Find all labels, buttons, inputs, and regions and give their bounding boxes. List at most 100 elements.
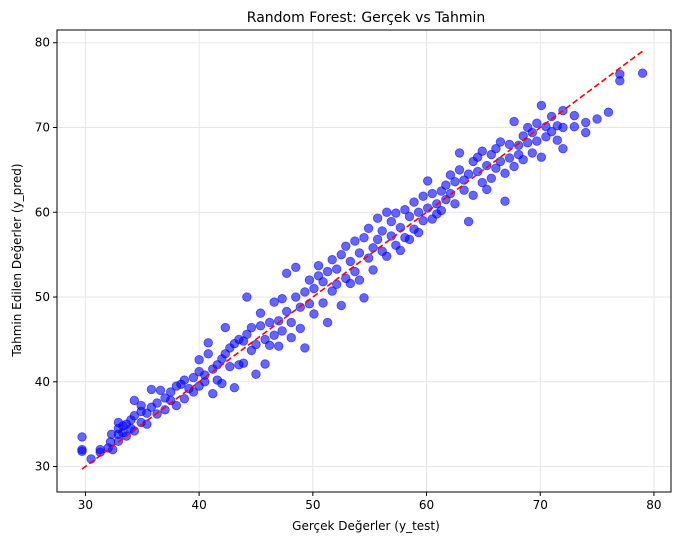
y-tick-label: 30 xyxy=(35,460,50,474)
y-tick-label: 60 xyxy=(35,205,50,219)
data-point xyxy=(327,286,337,296)
data-point xyxy=(500,168,510,178)
data-point xyxy=(146,384,157,395)
data-point xyxy=(188,372,199,383)
data-point xyxy=(395,245,406,256)
data-point xyxy=(368,243,378,253)
data-point xyxy=(482,184,492,195)
data-point xyxy=(269,330,279,340)
data-point xyxy=(77,432,87,442)
data-point xyxy=(569,110,580,121)
data-point xyxy=(129,395,140,406)
data-point xyxy=(255,321,266,331)
data-point xyxy=(377,226,387,236)
data-point xyxy=(523,138,533,148)
data-point xyxy=(409,197,419,207)
data-point xyxy=(95,444,105,455)
data-point xyxy=(436,205,447,216)
data-point xyxy=(251,369,261,379)
data-point xyxy=(454,148,465,158)
data-point xyxy=(603,107,614,117)
data-point xyxy=(136,400,146,411)
data-point xyxy=(179,375,190,385)
data-point xyxy=(194,355,204,365)
data-point xyxy=(509,116,519,127)
data-point xyxy=(309,283,319,294)
data-point xyxy=(404,211,415,222)
y-tick-label: 40 xyxy=(35,375,50,389)
data-point xyxy=(546,127,557,137)
data-point xyxy=(238,358,249,368)
data-point xyxy=(274,341,284,351)
data-point xyxy=(354,275,365,285)
data-point xyxy=(454,165,465,175)
data-point xyxy=(304,299,315,309)
data-point xyxy=(171,400,182,411)
y-tick-label: 70 xyxy=(35,120,50,134)
data-point xyxy=(129,411,140,421)
data-point xyxy=(260,359,270,369)
y-axis-label: Tahmin Edilen Değerler (y_pred) xyxy=(10,163,24,357)
data-point xyxy=(504,139,515,150)
data-point xyxy=(229,383,240,393)
data-point xyxy=(152,398,162,408)
data-point xyxy=(318,277,328,287)
data-point xyxy=(518,154,528,165)
data-point xyxy=(422,203,433,213)
data-point xyxy=(208,388,218,399)
data-point xyxy=(332,279,342,290)
data-point xyxy=(477,146,487,156)
x-tick-label: 30 xyxy=(78,498,93,512)
data-point xyxy=(225,361,235,372)
data-point xyxy=(203,338,213,348)
x-axis-label: Gerçek Değerler (y_test) xyxy=(292,519,440,533)
data-point xyxy=(295,323,306,334)
data-point xyxy=(264,317,275,328)
data-point xyxy=(372,213,383,223)
data-point xyxy=(532,136,542,146)
data-point xyxy=(255,308,266,318)
data-point xyxy=(300,343,310,353)
chart-title: Random Forest: Gerçek vs Tahmin xyxy=(247,10,485,26)
data-point xyxy=(363,223,374,234)
data-point xyxy=(558,143,568,154)
data-point xyxy=(413,207,424,217)
data-point xyxy=(581,117,591,128)
data-point xyxy=(569,121,580,132)
data-point xyxy=(77,446,87,457)
data-point xyxy=(495,137,506,147)
data-point xyxy=(179,394,190,404)
reference-line xyxy=(81,50,644,470)
data-point xyxy=(404,234,415,245)
data-point xyxy=(368,265,378,275)
data-point xyxy=(536,100,547,111)
data-point xyxy=(332,264,342,274)
data-point xyxy=(281,306,292,317)
data-point xyxy=(382,251,392,262)
data-point xyxy=(350,266,360,277)
data-point xyxy=(277,294,287,304)
data-point xyxy=(242,329,252,340)
data-point xyxy=(463,216,474,227)
data-point xyxy=(345,256,356,267)
data-point xyxy=(422,176,433,186)
data-point xyxy=(450,177,460,187)
data-point xyxy=(322,317,333,328)
data-point xyxy=(395,222,406,233)
data-point xyxy=(354,248,365,258)
x-tick-label: 40 xyxy=(191,498,206,512)
data-point xyxy=(372,234,383,245)
data-point xyxy=(382,207,392,217)
plot-frame xyxy=(56,29,672,493)
data-point xyxy=(251,339,261,350)
data-point xyxy=(413,227,424,238)
data-point xyxy=(341,241,351,251)
data-point xyxy=(386,216,396,227)
data-point xyxy=(246,322,257,333)
data-point xyxy=(309,309,319,319)
data-point xyxy=(286,333,296,343)
data-point xyxy=(220,322,230,333)
x-axis-ticks: 30 40 50 60 70 80 xyxy=(78,492,662,512)
data-point xyxy=(450,199,460,209)
